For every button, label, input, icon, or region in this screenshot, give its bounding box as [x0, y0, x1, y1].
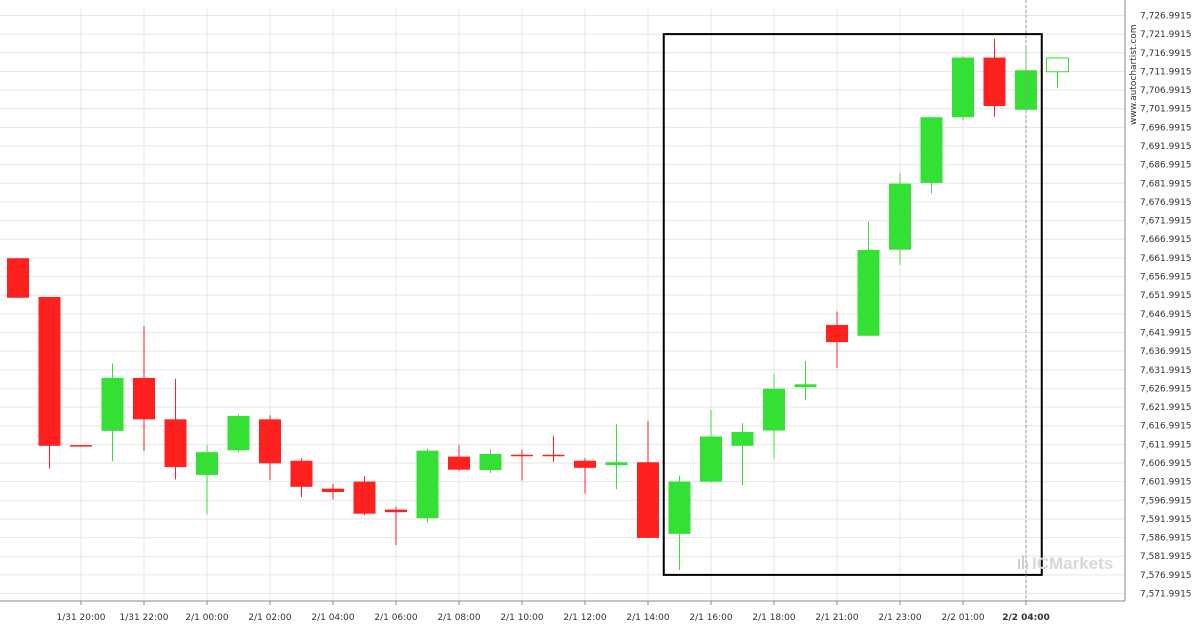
candle-body	[227, 415, 250, 451]
candle-body	[542, 454, 565, 457]
candle-body	[479, 454, 502, 471]
pattern-highlight-box	[662, 33, 1043, 576]
x-tick-label: 2/2 01:00	[941, 613, 985, 623]
x-tick-label: 1/31 22:00	[119, 613, 168, 623]
y-tick-label: 7,616.9915	[1140, 422, 1192, 432]
y-tick-label: 7,716.9915	[1140, 49, 1192, 59]
y-tick-label: 7,591.9915	[1140, 515, 1192, 525]
y-tick-label: 7,606.9915	[1140, 459, 1192, 469]
logo-text: ICMarkets	[1032, 554, 1113, 573]
y-tick-label: 7,666.9915	[1140, 235, 1192, 245]
broker-logo: ICMarkets	[1018, 554, 1113, 573]
y-tick-label: 7,646.9915	[1140, 310, 1192, 320]
candle-body	[763, 388, 785, 431]
candle-body	[259, 419, 281, 464]
candle-body	[353, 481, 376, 514]
candle-body	[101, 377, 124, 431]
candle-body	[290, 460, 313, 487]
candle-body	[574, 460, 596, 468]
y-tick-label: 7,611.9915	[1140, 440, 1192, 450]
y-tick-label: 7,676.9915	[1140, 198, 1192, 208]
candle-body	[857, 250, 880, 336]
logo-bar-icon	[1026, 562, 1028, 569]
y-tick-label: 7,626.9915	[1140, 384, 1192, 394]
candle-body	[952, 57, 974, 118]
candle-body	[826, 324, 848, 343]
y-tick-label: 7,691.9915	[1140, 142, 1192, 152]
x-tick-label: 1/31 20:00	[56, 613, 105, 623]
y-tick-label: 7,581.9915	[1140, 552, 1192, 562]
candle-body	[70, 445, 92, 447]
candle-body	[133, 377, 155, 420]
x-tick-label: 2/1 02:00	[248, 613, 292, 623]
candle-layer	[7, 38, 1069, 571]
candle-body	[889, 183, 911, 250]
x-tick-label: 2/1 21:00	[815, 613, 859, 623]
candle-body	[448, 456, 470, 470]
y-tick-label: 7,641.9915	[1140, 328, 1192, 338]
y-tick-label: 7,701.9915	[1140, 105, 1192, 115]
y-tick-label: 7,686.9915	[1140, 161, 1192, 171]
y-tick-label: 7,656.9915	[1140, 273, 1192, 283]
axis-layer: 7,726.9915 7,721.9915 7,716.9915 7,711.9915…	[0, 0, 1192, 623]
y-tick-label: 7,651.9915	[1140, 291, 1192, 301]
y-tick-label: 7,636.9915	[1140, 347, 1192, 357]
y-tick-label: 7,631.9915	[1140, 366, 1192, 376]
candle-body	[38, 297, 61, 446]
y-tick-label: 7,721.9915	[1140, 30, 1192, 40]
candle-body	[920, 117, 943, 183]
candle-body	[605, 462, 628, 466]
y-tick-label: 7,726.9915	[1140, 11, 1192, 21]
candle-body	[983, 57, 1006, 107]
candle-body	[196, 452, 218, 475]
y-tick-label: 7,571.9915	[1140, 590, 1192, 600]
y-tick-label: 7,711.9915	[1140, 67, 1192, 77]
candle-body	[322, 488, 344, 493]
x-tick-label: 2/1 16:00	[689, 613, 733, 623]
x-tick-label: 2/1 23:00	[878, 613, 922, 623]
x-tick-label: 2/1 14:00	[626, 613, 670, 623]
y-tick-label: 7,706.9915	[1140, 86, 1192, 96]
overlay-layer	[662, 0, 1043, 601]
x-tick-label: 2/2 04:00	[1002, 613, 1050, 623]
y-tick-label: 7,596.9915	[1140, 496, 1192, 506]
y-tick-label: 7,576.9915	[1140, 571, 1192, 581]
x-tick-label: 2/1 10:00	[500, 613, 544, 623]
candle-body	[1046, 57, 1069, 73]
y-tick-label: 7,661.9915	[1140, 254, 1192, 264]
x-tick-label: 2/1 12:00	[563, 613, 607, 623]
y-tick-label: 7,586.9915	[1140, 534, 1192, 544]
candle-body	[416, 450, 439, 519]
y-tick-label: 7,671.9915	[1140, 217, 1192, 227]
watermark-text: www.autochartist.com	[1129, 24, 1139, 125]
candle-body	[385, 509, 407, 513]
logo-bar-icon	[1022, 555, 1024, 569]
y-tick-label: 7,681.9915	[1140, 179, 1192, 189]
x-tick-label: 2/1 00:00	[185, 613, 229, 623]
candle-body	[511, 454, 533, 457]
candle-body	[794, 384, 817, 388]
x-tick-label: 2/1 18:00	[752, 613, 796, 623]
logo-bar-icon	[1018, 559, 1020, 569]
x-tick-label: 2/1 08:00	[437, 613, 481, 623]
candle-body	[7, 258, 29, 298]
y-tick-label: 7,696.9915	[1140, 123, 1192, 133]
x-tick-label: 2/1 06:00	[374, 613, 418, 623]
grid-layer	[0, 8, 1125, 601]
candle-body	[731, 432, 754, 446]
candle-body	[164, 419, 187, 468]
y-tick-label: 7,621.9915	[1140, 403, 1192, 413]
x-tick-label: 2/1 04:00	[311, 613, 355, 623]
candle-body	[637, 462, 659, 538]
candle-body	[700, 436, 722, 482]
candle-body	[668, 481, 691, 534]
y-tick-label: 7,601.9915	[1140, 478, 1192, 488]
